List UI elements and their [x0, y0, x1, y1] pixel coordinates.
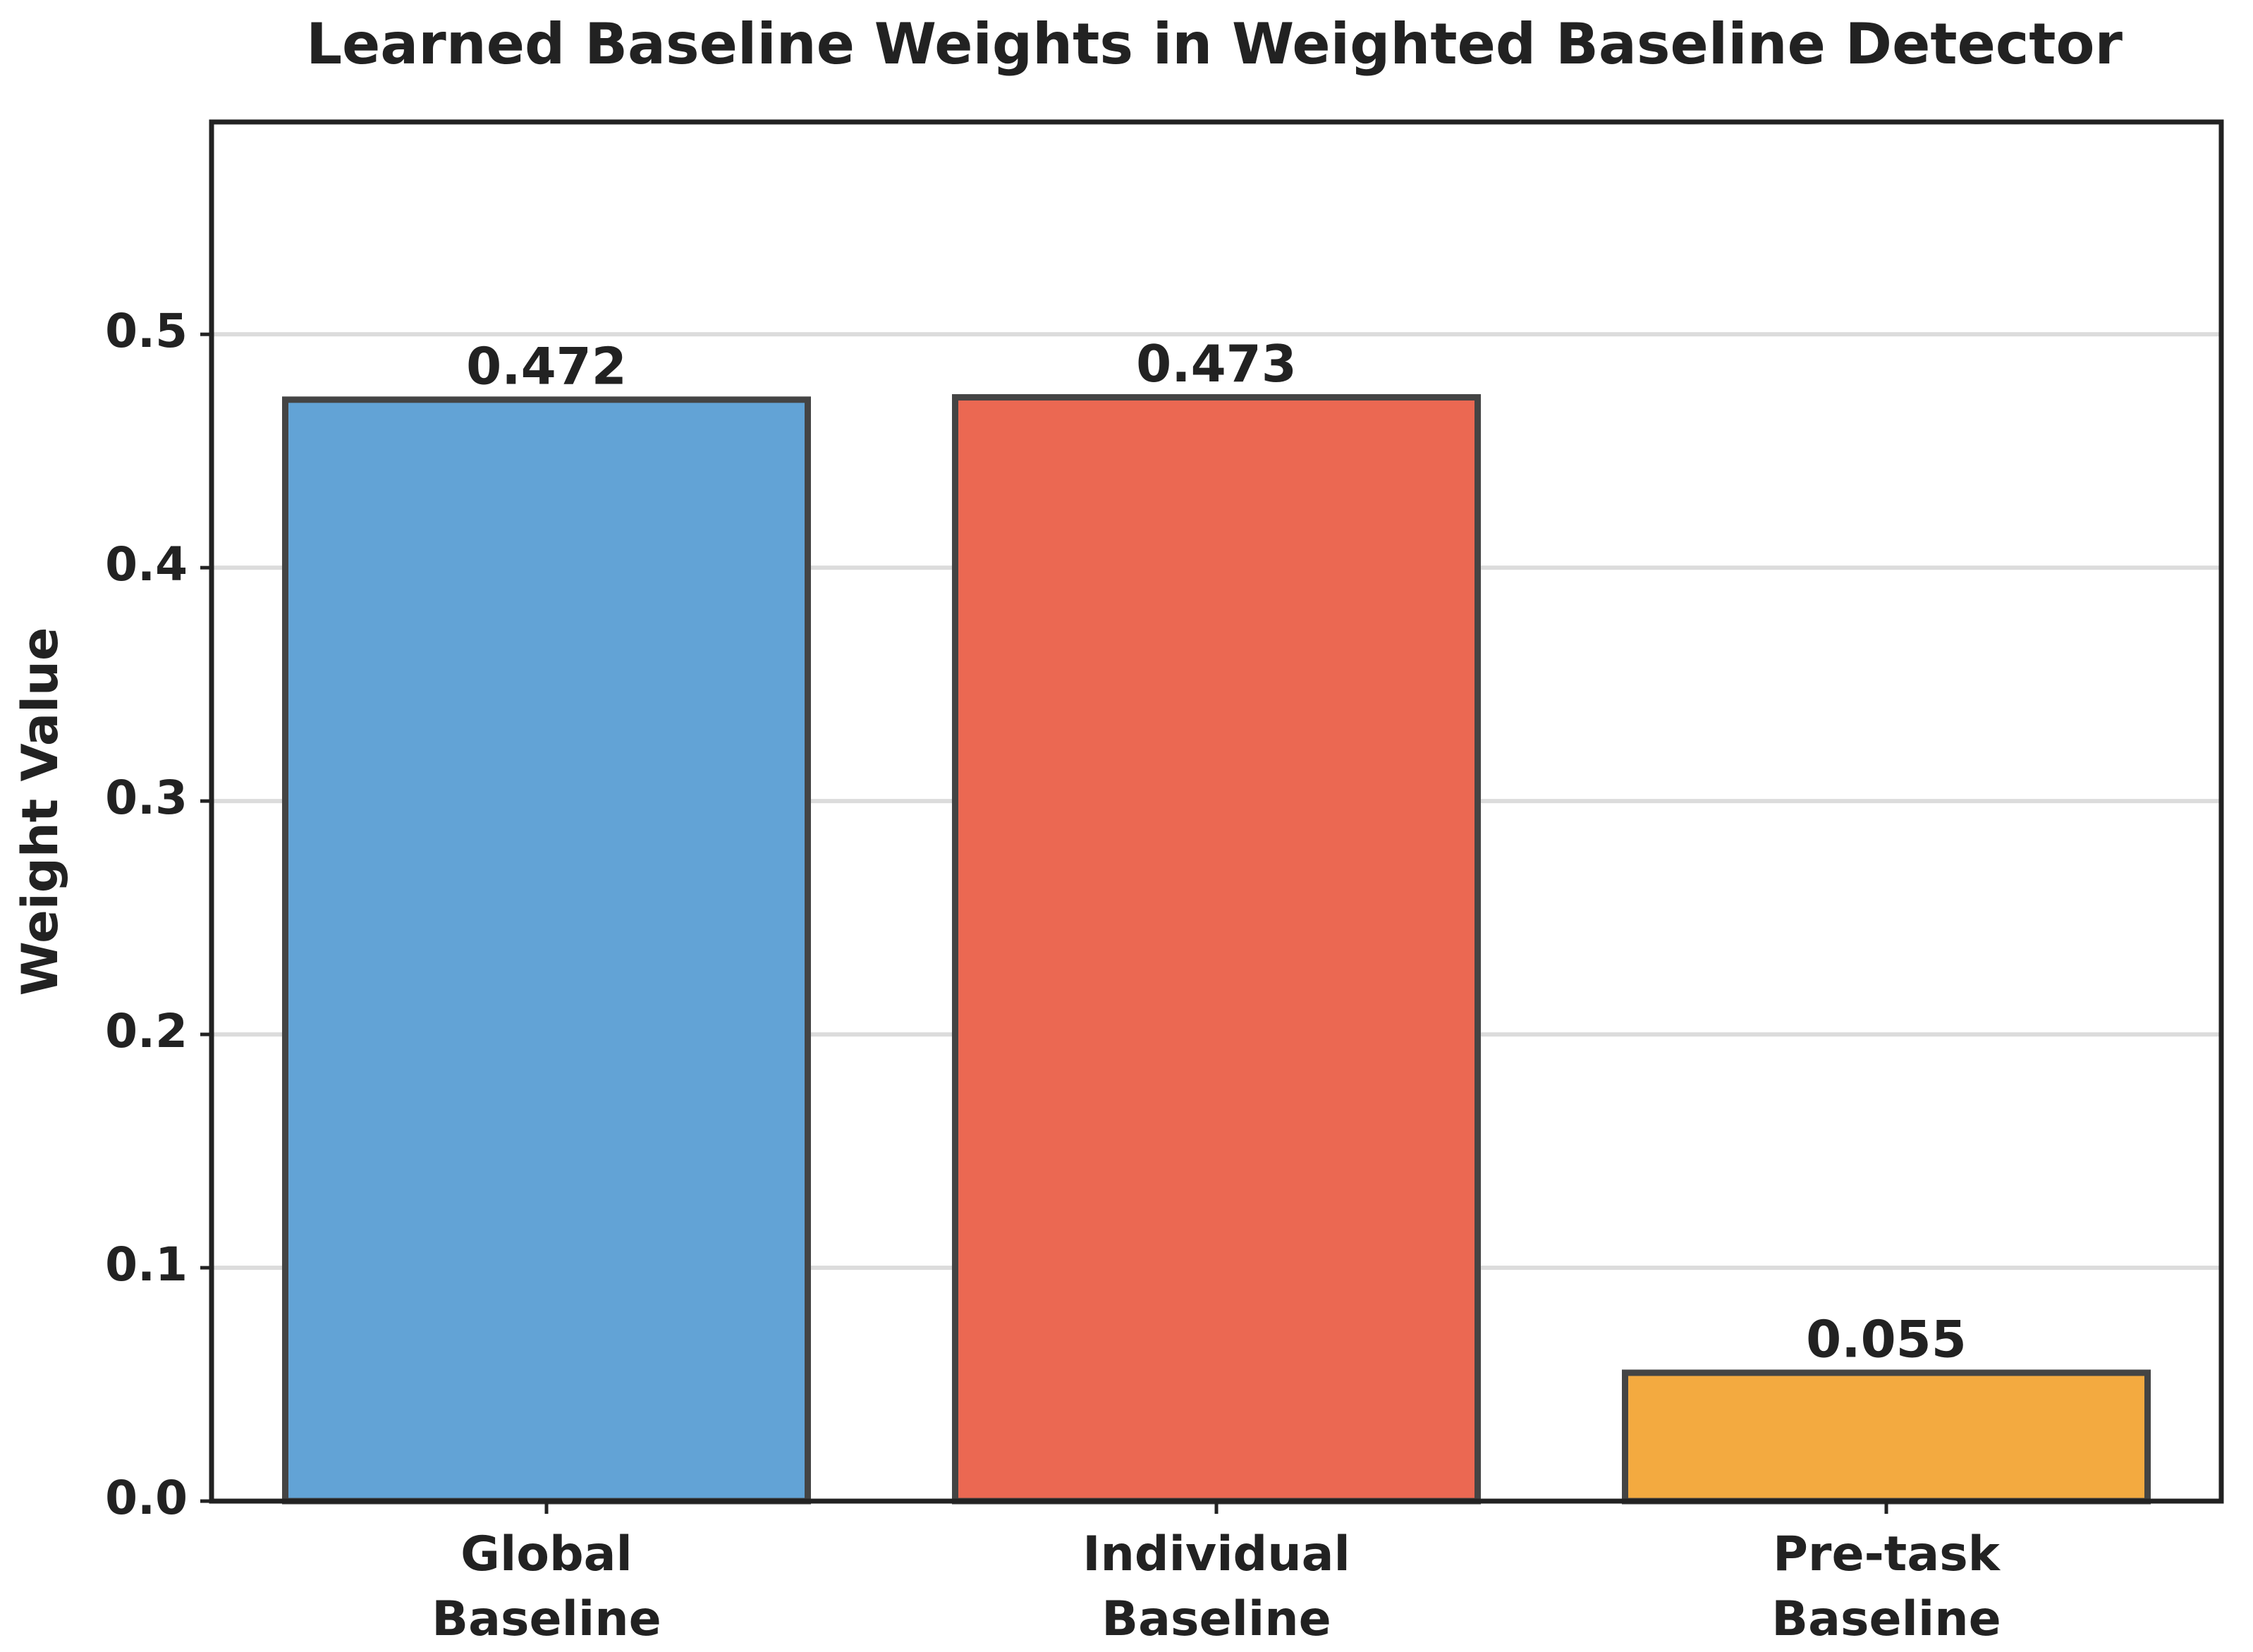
chart-title: Learned Baseline Weights in Weighted Bas…	[306, 11, 2123, 77]
value-label: 0.055	[1806, 1309, 1967, 1369]
plot-frame	[209, 119, 2224, 1504]
y-tick-label: 0.3	[105, 771, 188, 825]
x-tick-label: Individual Baseline	[1082, 1526, 1350, 1647]
y-tick-label: 0.1	[105, 1237, 188, 1292]
y-tick-label: 0.2	[105, 1004, 188, 1058]
value-label: 0.473	[1136, 334, 1297, 393]
y-axis-label: Weight Value	[11, 628, 69, 996]
y-tick-label: 0.4	[105, 537, 188, 592]
y-tick-label: 0.5	[105, 304, 188, 358]
x-tick-label: Pre-task Baseline	[1771, 1526, 2001, 1647]
bar	[282, 396, 811, 1505]
x-tick-label: Global Baseline	[432, 1526, 661, 1647]
value-label: 0.472	[466, 336, 627, 396]
bar	[952, 394, 1481, 1505]
bar	[1622, 1369, 2151, 1505]
y-tick-label: 0.0	[105, 1471, 188, 1525]
